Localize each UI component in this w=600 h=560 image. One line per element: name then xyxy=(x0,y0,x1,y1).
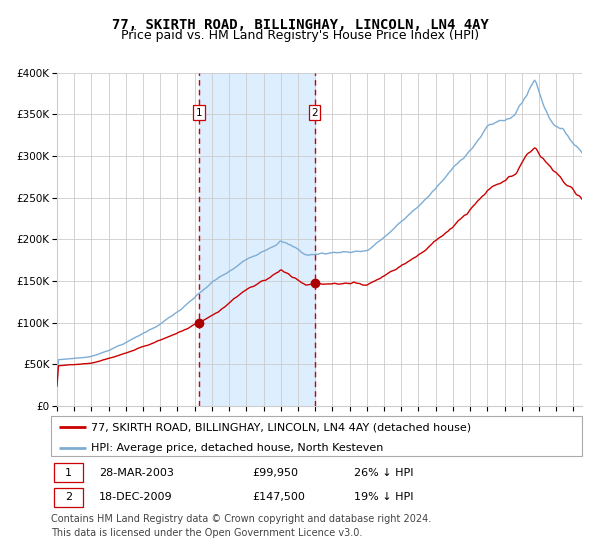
Text: 28-MAR-2003: 28-MAR-2003 xyxy=(99,468,173,478)
Text: £147,500: £147,500 xyxy=(253,492,305,502)
Text: This data is licensed under the Open Government Licence v3.0.: This data is licensed under the Open Gov… xyxy=(51,528,362,538)
Text: 2: 2 xyxy=(311,108,318,118)
Bar xyxy=(199,73,314,406)
Text: 19% ↓ HPI: 19% ↓ HPI xyxy=(353,492,413,502)
Text: 77, SKIRTH ROAD, BILLINGHAY, LINCOLN, LN4 4AY: 77, SKIRTH ROAD, BILLINGHAY, LINCOLN, LN… xyxy=(112,18,488,32)
Text: HPI: Average price, detached house, North Kesteven: HPI: Average price, detached house, Nort… xyxy=(91,442,383,452)
Text: 1: 1 xyxy=(65,468,72,478)
FancyBboxPatch shape xyxy=(51,416,582,456)
FancyBboxPatch shape xyxy=(53,488,83,507)
Text: 2: 2 xyxy=(65,492,72,502)
FancyBboxPatch shape xyxy=(53,463,83,482)
Text: 18-DEC-2009: 18-DEC-2009 xyxy=(99,492,172,502)
Text: 77, SKIRTH ROAD, BILLINGHAY, LINCOLN, LN4 4AY (detached house): 77, SKIRTH ROAD, BILLINGHAY, LINCOLN, LN… xyxy=(91,422,471,432)
Text: 1: 1 xyxy=(196,108,202,118)
Text: 26% ↓ HPI: 26% ↓ HPI xyxy=(353,468,413,478)
Text: £99,950: £99,950 xyxy=(253,468,299,478)
Text: Price paid vs. HM Land Registry's House Price Index (HPI): Price paid vs. HM Land Registry's House … xyxy=(121,29,479,42)
Text: Contains HM Land Registry data © Crown copyright and database right 2024.: Contains HM Land Registry data © Crown c… xyxy=(51,514,431,524)
